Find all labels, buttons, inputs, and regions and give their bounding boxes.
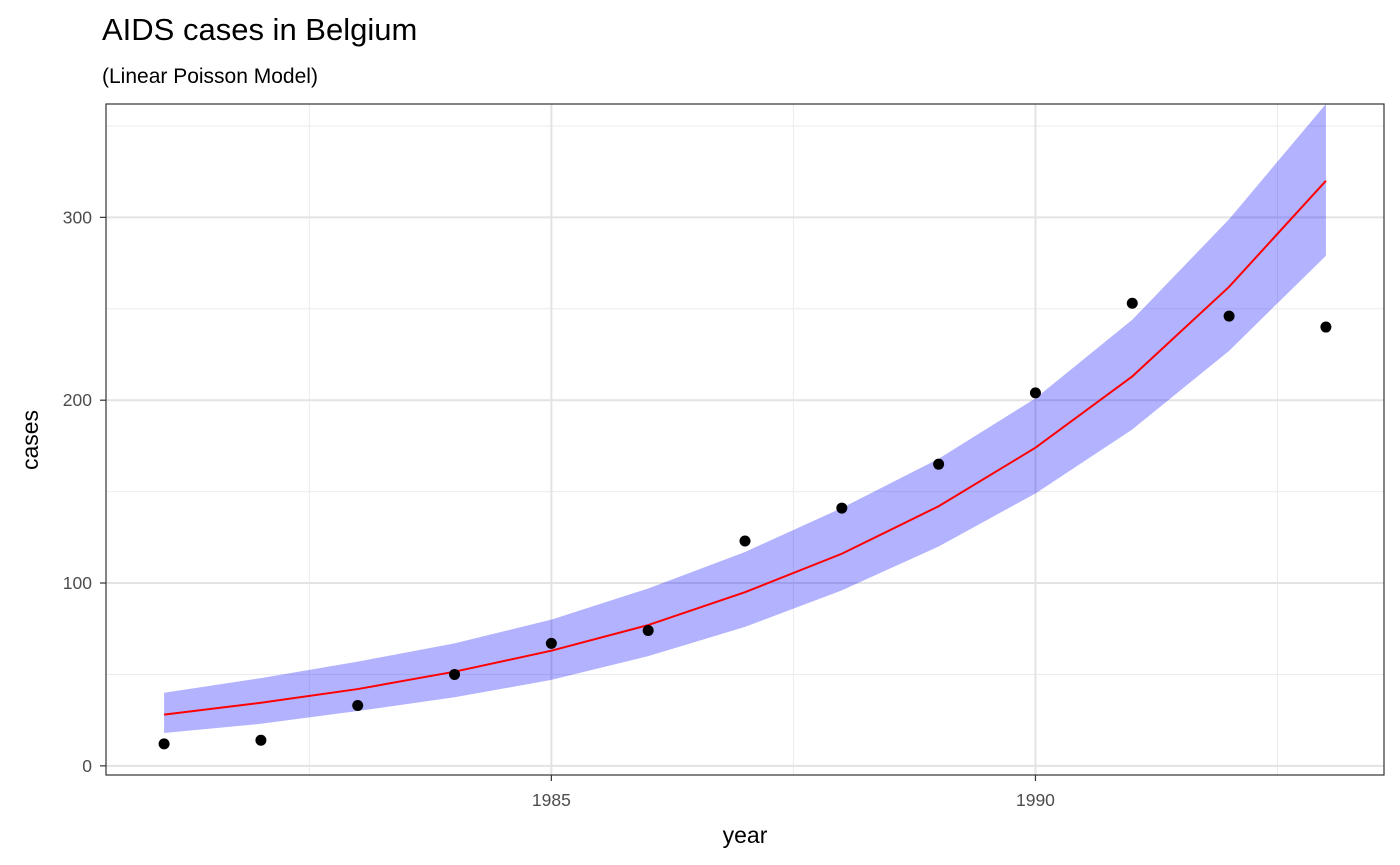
x-tick-label: 1985 — [532, 790, 571, 810]
data-point — [158, 738, 170, 750]
fit-line — [163, 180, 1327, 716]
data-point — [255, 734, 267, 746]
data-point — [836, 502, 848, 514]
x-tick-label: 1990 — [1016, 790, 1055, 810]
observed-points — [158, 297, 1332, 750]
y-tick-label: 300 — [63, 207, 92, 227]
data-point — [449, 668, 461, 680]
y-tick-label: 200 — [63, 390, 92, 410]
data-point — [642, 625, 654, 637]
data-point — [1126, 297, 1138, 309]
data-point — [545, 637, 557, 649]
data-point — [1029, 387, 1041, 399]
chart-title: AIDS cases in Belgium — [102, 12, 417, 47]
data-point — [352, 700, 364, 712]
grid-major — [106, 104, 1384, 775]
panel-border — [105, 103, 1385, 776]
y-axis-ticks: 0 100 200 300 — [63, 207, 106, 776]
data-point — [1223, 310, 1235, 322]
y-axis-title: cases — [17, 410, 43, 470]
y-tick-label: 0 — [82, 756, 92, 776]
x-axis-title: year — [723, 822, 768, 848]
chart-subtitle: (Linear Poisson Model) — [102, 65, 318, 88]
data-point — [739, 535, 751, 547]
y-tick-label: 100 — [63, 573, 92, 593]
data-point — [933, 458, 945, 470]
x-axis-ticks: 1985 1990 — [532, 775, 1055, 810]
data-point — [1320, 321, 1332, 333]
grid-minor — [106, 104, 1384, 775]
plot-panel — [106, 104, 1384, 775]
confidence-ribbon — [164, 104, 1326, 733]
